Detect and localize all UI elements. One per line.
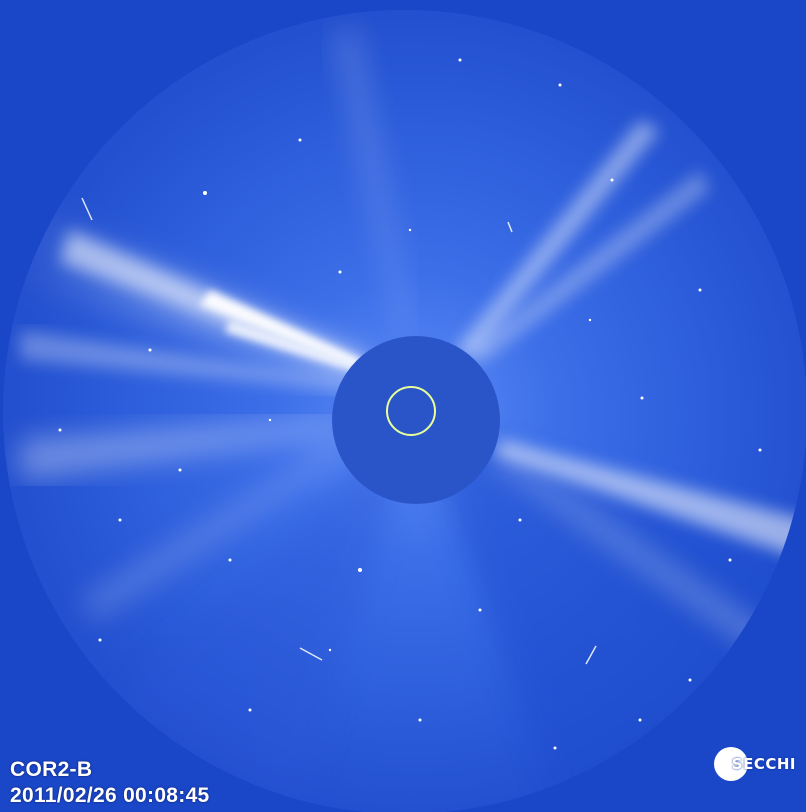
faint-streamers <box>20 30 806 660</box>
instrument-label: COR2-B <box>10 758 93 781</box>
secchi-logo-text: SECCHI <box>731 755 796 773</box>
secchi-sun-disc-icon <box>713 747 748 781</box>
sun-outline-icon <box>386 386 436 436</box>
timestamp-label: 2011/02/26 00:08:45 <box>10 784 210 807</box>
cosmic-ray-streaks <box>81 197 597 665</box>
bright-streamer <box>10 200 370 380</box>
secchi-logo: SECCHI <box>713 746 796 782</box>
star-field <box>58 58 762 750</box>
occulter-disc <box>332 336 500 504</box>
